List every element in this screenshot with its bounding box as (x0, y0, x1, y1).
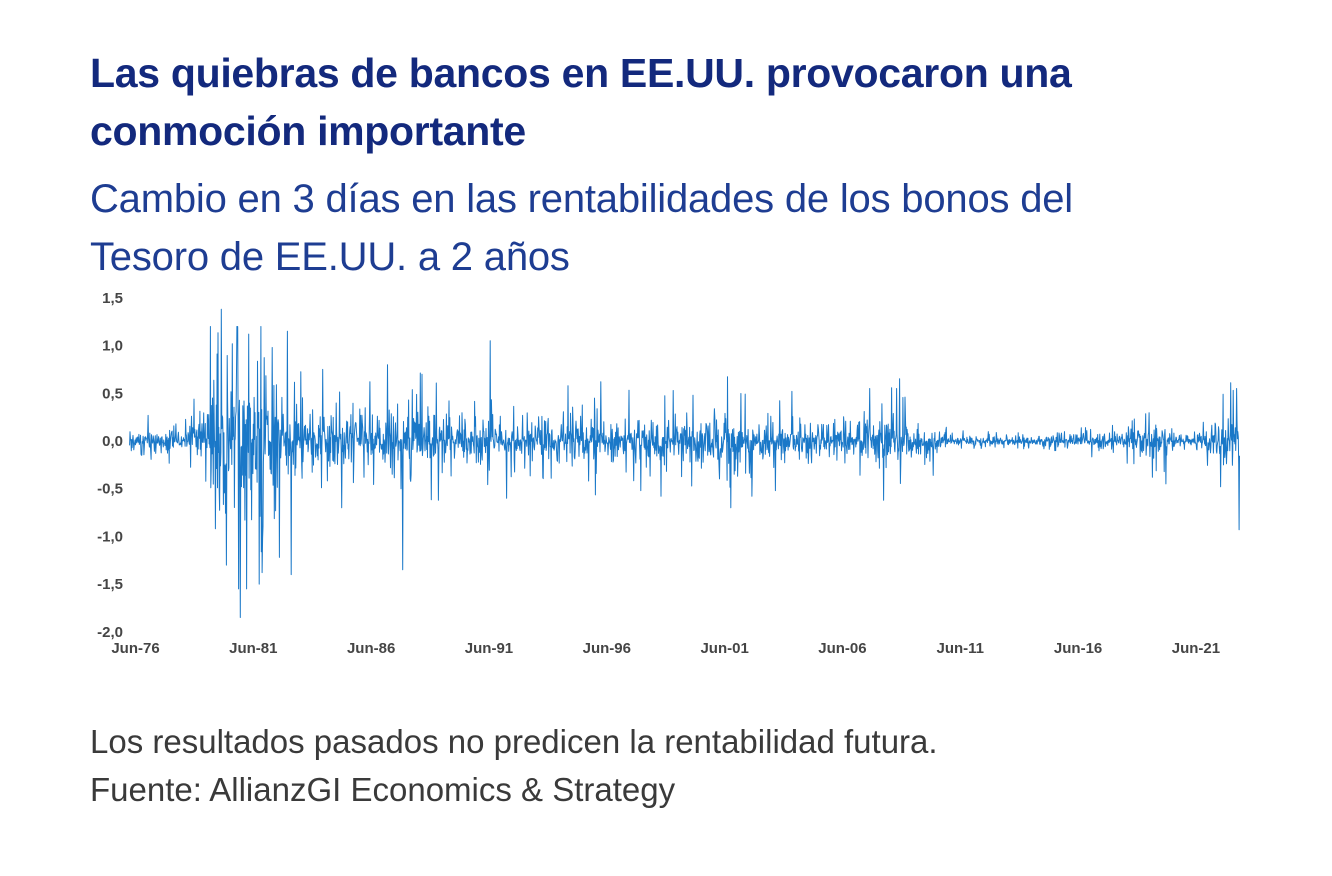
chart-footnote: Los resultados pasados no predicen la re… (90, 718, 938, 814)
page-title-line-2: conmoción importante (90, 108, 526, 154)
y-tick-label: -1,5 (97, 576, 123, 593)
y-tick-label: 0,5 (102, 385, 123, 402)
x-tick-label: Jun-81 (229, 640, 277, 657)
chart-subtitle: Cambio en 3 días en las rentabilidades d… (90, 170, 1073, 286)
x-tick-label: Jun-91 (465, 640, 513, 657)
page-title-line-1: Las quiebras de bancos en EE.UU. provoca… (90, 50, 1072, 96)
y-tick-label: -1,0 (97, 528, 123, 545)
series-line (129, 308, 1240, 618)
y-tick-label: -2,0 (97, 624, 123, 641)
chart-subtitle-line-2: Tesoro de EE.UU. a 2 años (90, 235, 570, 279)
y-tick-label: -0,5 (97, 481, 123, 498)
chart-header: Las quiebras de bancos en EE.UU. provoca… (90, 44, 1073, 286)
x-tick-label: Jun-76 (111, 640, 159, 657)
treasury-yield-change-chart: 1,5 1,0 0,5 0,0 -0,5 -1,0 -1,5 -2,0 Jun-76 Jun-81… (90, 285, 1265, 675)
y-tick-label: 1,0 (102, 338, 123, 355)
x-tick-label: Jun-86 (347, 640, 395, 657)
y-tick-label: 1,5 (102, 290, 123, 307)
x-tick-label: Jun-06 (818, 640, 866, 657)
y-tick-label: 0,0 (102, 433, 123, 450)
x-tick-label: Jun-01 (700, 640, 748, 657)
disclaimer-text: Los resultados pasados no predicen la re… (90, 723, 938, 760)
x-tick-label: Jun-96 (583, 640, 631, 657)
source-text: Fuente: AllianzGI Economics & Strategy (90, 771, 676, 808)
x-tick-label: Jun-21 (1172, 640, 1220, 657)
x-tick-label: Jun-16 (1054, 640, 1102, 657)
x-tick-label: Jun-11 (937, 640, 985, 657)
chart-subtitle-line-1: Cambio en 3 días en las rentabilidades d… (90, 177, 1073, 221)
